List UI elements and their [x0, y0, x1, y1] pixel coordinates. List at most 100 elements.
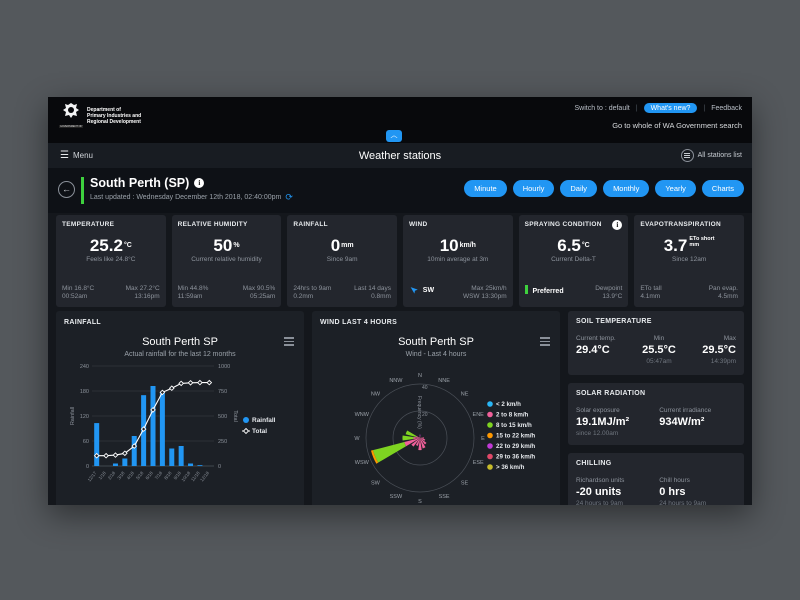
rainfall-chart-title: South Perth SP — [142, 336, 218, 348]
nav-bar: ☰ Menu Weather stations All stations lis… — [48, 143, 752, 168]
delta-t-value: 6.5°C — [557, 236, 590, 255]
humidity-value: 50% — [213, 236, 240, 255]
svg-text:20: 20 — [422, 412, 428, 418]
minute-button[interactable]: Minute — [464, 180, 507, 197]
svg-text:0: 0 — [86, 464, 89, 470]
wa-gov-search-link[interactable]: Go to whole of WA Government search — [612, 121, 742, 130]
svg-text:500: 500 — [218, 414, 227, 420]
switch-to-default-link[interactable]: Switch to : default — [574, 104, 630, 112]
preferred-indicator — [524, 285, 528, 294]
menu-button[interactable]: ☰ Menu — [60, 150, 93, 161]
station-status-bar — [81, 177, 84, 204]
svg-text:250: 250 — [218, 439, 227, 445]
spraying-info-icon[interactable]: i — [612, 220, 623, 230]
rainfall-chart-subtitle: Actual rainfall for the last 12 months — [124, 351, 236, 358]
svg-text:WNW: WNW — [355, 412, 370, 418]
svg-text:1000: 1000 — [218, 364, 230, 370]
rainfall-value: 0mm — [330, 236, 354, 255]
hourly-button[interactable]: Hourly — [512, 180, 555, 197]
chart-menu-icon[interactable] — [540, 337, 550, 346]
station-header: ← South Perth (SP) i Last updated : Wedn… — [48, 168, 752, 213]
svg-text:120: 120 — [80, 414, 89, 420]
wind-chart-title: South Perth SP — [398, 336, 474, 348]
monthly-button[interactable]: Monthly — [603, 180, 650, 197]
svg-text:ESE: ESE — [473, 460, 484, 466]
svg-text:W: W — [354, 436, 360, 442]
wind-direction-icon — [409, 287, 420, 296]
stats-row: TEMPERATURE 25.2°C Feels like 24.8°C Min… — [56, 215, 744, 307]
stat-card-rainfall: RAINFALL 0mm Since 9am 24hrs to 9am 0.2mm… — [287, 215, 397, 307]
collapse-header-button[interactable]: ︿ — [386, 130, 402, 142]
wind-chart-subtitle: Wind - Last 4 hours — [405, 351, 467, 358]
spraying-status: Preferred — [532, 288, 564, 295]
stat-card-spraying: SPRAYING CONDITION i 6.5°C Current Delta… — [518, 215, 629, 307]
separator: | — [703, 104, 706, 112]
chart-menu-icon[interactable] — [284, 337, 294, 346]
svg-text:5/18: 5/18 — [135, 470, 145, 480]
dpird-logo: GOVERNMENT OF WESTERN AUSTRALIA Departme… — [59, 102, 141, 130]
wind-value: 10km/h — [439, 236, 476, 255]
svg-text:10/18: 10/18 — [180, 470, 191, 482]
svg-text:1/18: 1/18 — [98, 470, 108, 480]
svg-text:E: E — [481, 436, 485, 442]
whats-new-button[interactable]: What's new? — [643, 103, 698, 113]
svg-text:< 2 km/h: < 2 km/h — [496, 401, 521, 408]
svg-text:S: S — [418, 499, 422, 505]
chevron-up-icon: ︿ — [390, 132, 398, 139]
last-updated-text: Last updated : Wednesday December 12th 2… — [90, 192, 293, 202]
svg-text:60: 60 — [83, 439, 89, 445]
stat-card-wind: WIND 10km/h 10min average at 3m SW Max 2… — [402, 215, 513, 307]
solar-radiation-card: SOLAR RADIATION Solar exposure 19.1MJ/m²… — [568, 383, 744, 445]
svg-text:Total: Total — [252, 428, 267, 435]
station-name: South Perth (SP) — [90, 176, 190, 190]
svg-text:180: 180 — [80, 389, 89, 395]
daily-button[interactable]: Daily — [560, 180, 598, 197]
header-links: Switch to : default | What's new? | Feed… — [574, 103, 742, 113]
page-title: Weather stations — [358, 149, 442, 162]
svg-text:Rainfall: Rainfall — [70, 407, 76, 425]
svg-text:NW: NW — [371, 391, 381, 397]
svg-text:750: 750 — [218, 389, 227, 395]
chilling-card: CHILLING Richardson units -20 units 24 h… — [568, 453, 744, 505]
svg-text:6/18: 6/18 — [144, 470, 154, 480]
station-info-icon[interactable]: i — [194, 178, 205, 188]
svg-text:0: 0 — [218, 464, 221, 470]
eto-value: 3.7 ETo short mm — [663, 236, 715, 255]
temperature-value: 25.2°C — [89, 236, 132, 255]
feedback-link[interactable]: Feedback — [711, 104, 742, 112]
stat-card-evapotranspiration: EVAPOTRANSPIRATION 3.7 ETo short mm Since … — [634, 215, 744, 307]
charts-button[interactable]: Charts — [701, 180, 744, 197]
stat-card-humidity: RELATIVE HUMIDITY 50% Current relative h… — [171, 215, 282, 307]
svg-text:29 to 36 km/h: 29 to 36 km/h — [496, 454, 535, 461]
svg-text:15 to 22 km/h: 15 to 22 km/h — [496, 433, 535, 440]
svg-text:SW: SW — [371, 481, 381, 487]
refresh-icon[interactable]: ⟳ — [285, 192, 293, 202]
svg-text:WSW: WSW — [355, 460, 370, 466]
svg-text:Frequency (%): Frequency (%) — [416, 396, 422, 429]
svg-text:9/18: 9/18 — [173, 470, 183, 480]
time-range-buttons: Minute Hourly Daily Monthly Yearly Chart… — [464, 180, 744, 197]
app-window: GOVERNMENT OF WESTERN AUSTRALIA Departme… — [48, 97, 752, 505]
svg-text:SSE: SSE — [439, 494, 450, 500]
svg-text:2/18: 2/18 — [107, 470, 117, 480]
svg-text:22 to 29 km/h: 22 to 29 km/h — [496, 443, 535, 450]
side-cards: SOIL TEMPERATURE Current temp. 29.4°C Mi… — [568, 311, 744, 505]
soil-temperature-card: SOIL TEMPERATURE Current temp. 29.4°C Mi… — [568, 311, 744, 375]
yearly-button[interactable]: Yearly — [655, 180, 696, 197]
svg-text:12/17: 12/17 — [87, 470, 98, 482]
svg-text:NNE: NNE — [438, 378, 450, 384]
wa-coat-of-arms-icon: GOVERNMENT OF WESTERN AUSTRALIA — [59, 102, 83, 130]
rainfall-chart: 0 60 120 180 240 0 250 500 750 1000 12/17 1/18 2/18 3… — [70, 364, 276, 482]
hamburger-icon: ☰ — [60, 150, 69, 161]
separator: | — [635, 104, 638, 112]
svg-text:SE: SE — [461, 481, 469, 487]
back-button[interactable]: ← — [58, 181, 75, 198]
svg-text:12/18: 12/18 — [199, 470, 210, 482]
svg-text:2 to 8 km/h: 2 to 8 km/h — [496, 412, 529, 419]
svg-text:3/18: 3/18 — [116, 470, 126, 480]
svg-text:8 to 15 km/h: 8 to 15 km/h — [496, 422, 532, 429]
svg-text:NNW: NNW — [389, 378, 403, 384]
all-stations-list-button[interactable]: All stations list — [680, 149, 742, 162]
svg-text:Rainfall: Rainfall — [252, 417, 276, 424]
